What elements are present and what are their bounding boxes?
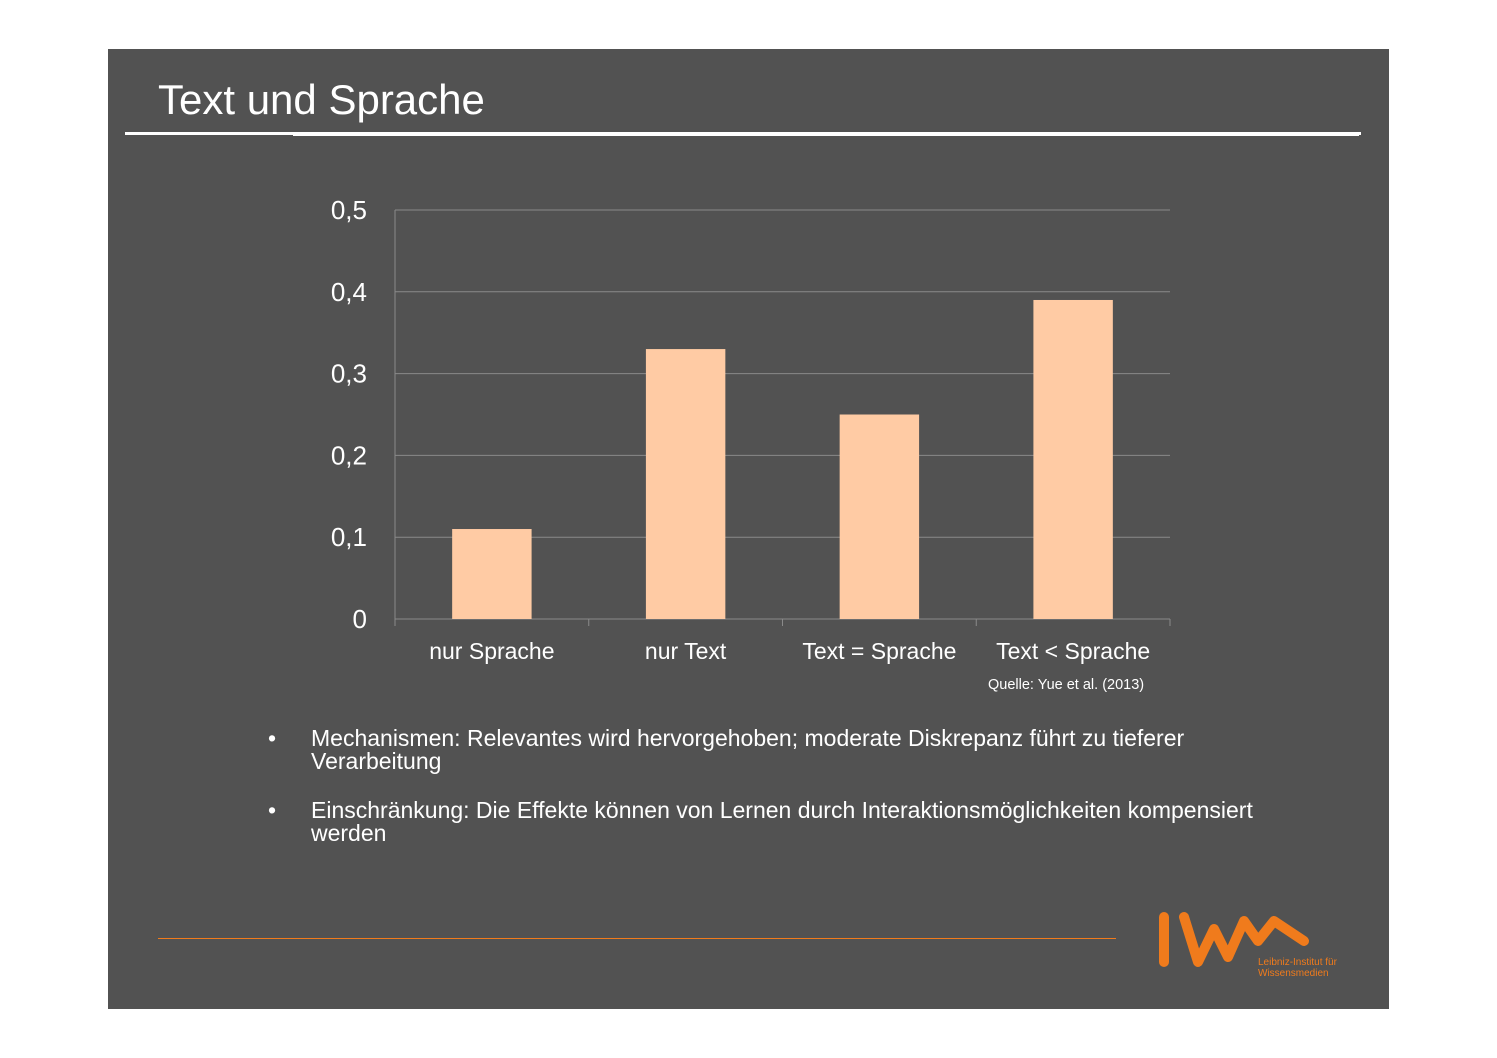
bar <box>645 349 726 619</box>
y-tick-label: 0,5 <box>331 195 367 225</box>
slide-title: Text und Sprache <box>158 76 485 123</box>
bar <box>839 414 920 619</box>
bar <box>1033 299 1113 619</box>
bullet-text: Mechanismen: Relevantes wird hervorgehob… <box>311 725 1185 774</box>
x-tick-label: nur Text <box>645 638 727 664</box>
y-tick-label: 0,1 <box>331 522 367 552</box>
source-citation: Quelle: Yue et al. (2013) <box>988 677 1145 693</box>
x-tick-label: Text < Sprache <box>996 638 1150 664</box>
y-tick-label: 0,3 <box>331 359 367 389</box>
x-tick-label: nur Sprache <box>429 638 554 664</box>
y-tick-label: 0,4 <box>331 277 367 307</box>
bullet-marker: • <box>268 725 277 751</box>
footer-divider <box>158 938 1116 939</box>
y-tick-label: 0,2 <box>331 440 367 470</box>
bar <box>452 529 532 619</box>
x-tick-label: Text = Sprache <box>802 638 956 664</box>
logo-subtitle: Leibniz-Institut für Wissensmedien <box>1258 957 1337 979</box>
iwm-logo <box>1159 912 1309 967</box>
bullet-item: • Einschränkung: Die Effekte können von … <box>268 799 1268 845</box>
slide: Text und Sprache 0 0,1 0,2 0,3 0,4 0,5 nur Spr… <box>108 49 1389 1009</box>
bullet-item: • Mechanismen: Relevantes wird hervorgeh… <box>268 727 1268 773</box>
title-divider <box>125 132 1361 135</box>
title-divider-accent <box>293 134 1359 136</box>
bullet-list: • Mechanismen: Relevantes wird hervorgeh… <box>268 727 1268 871</box>
bar-chart: 0 0,1 0,2 0,3 0,4 0,5 nur Sprache nur Text Text … <box>331 195 1171 664</box>
bullet-text: Einschränkung: Die Effekte können von Le… <box>311 797 1253 846</box>
y-tick-label: 0 <box>353 604 367 634</box>
bullet-marker: • <box>268 797 277 823</box>
